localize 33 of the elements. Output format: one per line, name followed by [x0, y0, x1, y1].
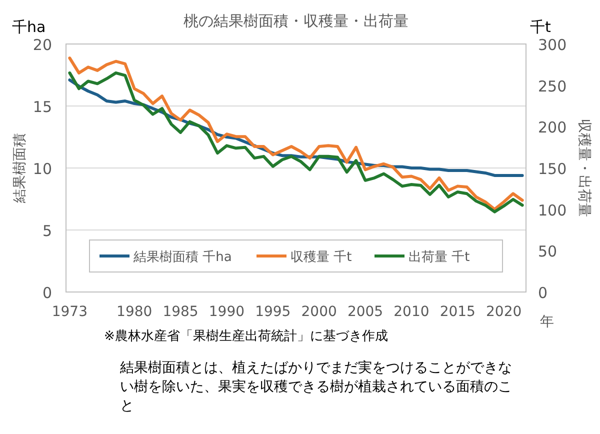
- legend-label: 結果樹面積 千ha: [132, 250, 232, 265]
- y-tick-label: 20: [32, 36, 52, 54]
- y2-tick-label: 100: [538, 201, 567, 220]
- x-tick-label: 1990: [208, 304, 245, 320]
- text: 結果樹面積とは、植えたばかりでまだ実をつけることができない樹を除いた、果実を収穫できる樹が植栽されている面積のこと: [119, 360, 512, 414]
- x-tick-label: 1973: [52, 304, 88, 320]
- y-axis-title: 結果樹面積: [12, 133, 28, 204]
- y2-tick-label: 300: [538, 36, 567, 54]
- chart-title: 桃の結果樹面積・収穫量・出荷量: [184, 12, 408, 30]
- y-tick-label: 15: [32, 98, 52, 116]
- y2-tick-label: 250: [538, 77, 567, 96]
- x-tick-label: 2010: [394, 304, 430, 320]
- x-tick-label: 1985: [162, 304, 198, 320]
- text: 千ha: [12, 18, 46, 36]
- y-tick-label: 10: [32, 160, 52, 178]
- y2-tick-label: 50: [538, 242, 558, 261]
- x-tick-label: 2020: [486, 304, 522, 320]
- y2-tick-label: 0: [538, 284, 548, 302]
- x-tick-label: 2005: [347, 304, 384, 320]
- x-tick-label: 1980: [116, 304, 152, 320]
- x-tick-label: 2000: [301, 304, 337, 320]
- y-tick-label: 0: [42, 284, 52, 302]
- y2-tick-label: 200: [538, 118, 567, 137]
- text: 千t: [530, 18, 551, 36]
- legend-label: 出荷量 千t: [408, 250, 470, 265]
- x-tick-label: 2015: [440, 304, 476, 320]
- y2-tick-label: 150: [538, 160, 567, 178]
- text: 年: [540, 314, 554, 330]
- y-tick-label: 5: [42, 222, 52, 240]
- text: ※農林水産省「果樹生産出荷統計」に基づき作成: [104, 328, 388, 344]
- x-tick-label: 1995: [255, 304, 291, 320]
- y2-axis-title: 収穫量・出荷量: [576, 119, 592, 217]
- legend-label: 収穫量 千t: [290, 250, 352, 265]
